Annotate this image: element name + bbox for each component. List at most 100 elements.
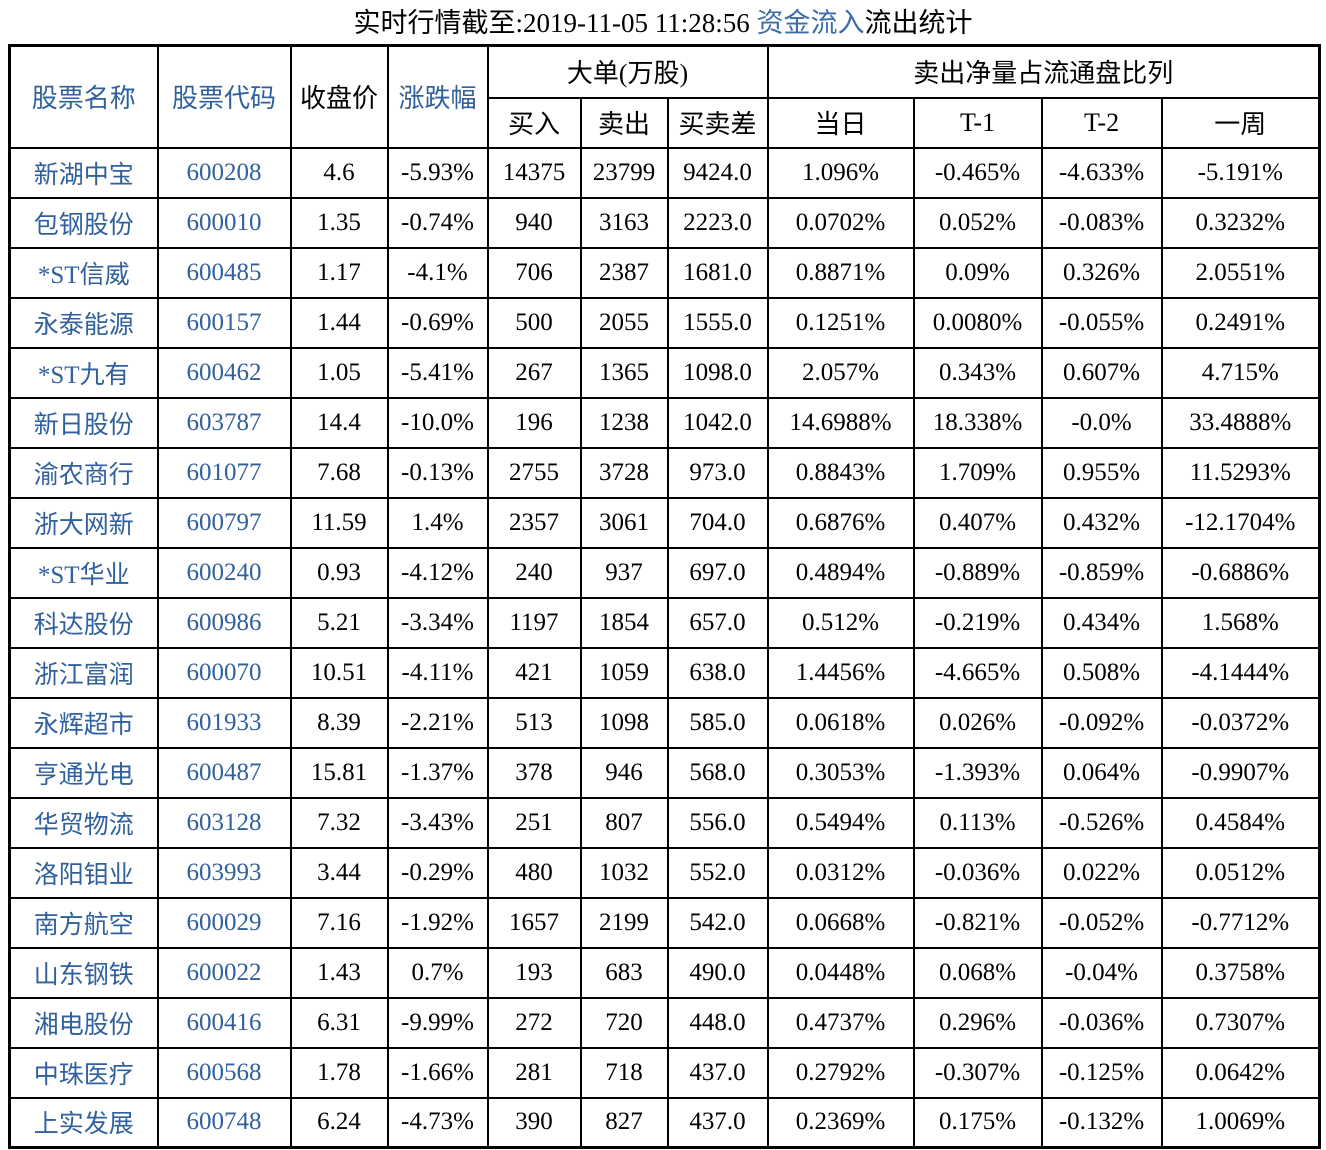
stock-flow-table: 股票名称 股票代码 收盘价 涨跌幅 大单(万股) 卖出净量占流通盘比列 买入 卖… bbox=[8, 44, 1322, 1149]
buy-volume-cell: 421 bbox=[486, 646, 582, 699]
col-header-t1: T-1 bbox=[912, 96, 1043, 149]
group-header-big-orders: 大单(万股) bbox=[486, 44, 769, 99]
close-price-cell: 1.78 bbox=[289, 1046, 389, 1099]
group-header-row: 股票名称 股票代码 收盘价 涨跌幅 大单(万股) 卖出净量占流通盘比列 bbox=[8, 44, 1321, 149]
stock-code-cell: 600986 bbox=[156, 596, 292, 649]
table-row: 湘电股份 600416 6.31 -9.99% 272 720 448.0 0.… bbox=[8, 996, 1321, 1049]
stock-code-cell: 600568 bbox=[156, 1046, 292, 1099]
sell-volume-cell: 807 bbox=[579, 796, 669, 849]
close-price-cell: 14.4 bbox=[289, 396, 389, 449]
week-ratio-cell: 33.4888% bbox=[1160, 396, 1321, 449]
close-price-cell: 1.35 bbox=[289, 196, 389, 249]
sell-volume-cell: 3061 bbox=[579, 496, 669, 549]
t2-ratio-cell: -0.125% bbox=[1040, 1046, 1163, 1099]
sell-volume-cell: 946 bbox=[579, 746, 669, 799]
change-pct-cell: -5.93% bbox=[386, 146, 489, 199]
day-ratio-cell: 0.6876% bbox=[766, 496, 915, 549]
sell-volume-cell: 1059 bbox=[579, 646, 669, 699]
t1-ratio-cell: 0.175% bbox=[912, 1096, 1043, 1149]
close-price-cell: 7.32 bbox=[289, 796, 389, 849]
col-header-close-price: 收盘价 bbox=[289, 44, 389, 149]
buy-sell-diff-cell: 1098.0 bbox=[666, 346, 769, 399]
stock-name-cell: 中珠医疗 bbox=[8, 1046, 159, 1099]
week-ratio-cell: 0.7307% bbox=[1160, 996, 1321, 1049]
stock-name-cell: 上实发展 bbox=[8, 1096, 159, 1149]
day-ratio-cell: 2.057% bbox=[766, 346, 915, 399]
week-ratio-cell: 4.715% bbox=[1160, 346, 1321, 399]
t2-ratio-cell: 0.607% bbox=[1040, 346, 1163, 399]
t2-ratio-cell: 0.326% bbox=[1040, 246, 1163, 299]
stock-code-cell: 600416 bbox=[156, 996, 292, 1049]
table-row: 浙大网新 600797 11.59 1.4% 2357 3061 704.0 0… bbox=[8, 496, 1321, 549]
close-price-cell: 3.44 bbox=[289, 846, 389, 899]
table-body: 新湖中宝 600208 4.6 -5.93% 14375 23799 9424.… bbox=[8, 146, 1321, 1149]
sell-volume-cell: 683 bbox=[579, 946, 669, 999]
week-ratio-cell: 1.0069% bbox=[1160, 1096, 1321, 1149]
t1-ratio-cell: 1.709% bbox=[912, 446, 1043, 499]
t1-ratio-cell: -1.393% bbox=[912, 746, 1043, 799]
day-ratio-cell: 0.0668% bbox=[766, 896, 915, 949]
table-row: 洛阳钼业 603993 3.44 -0.29% 480 1032 552.0 0… bbox=[8, 846, 1321, 899]
stock-code-cell: 601077 bbox=[156, 446, 292, 499]
t2-ratio-cell: -0.0% bbox=[1040, 396, 1163, 449]
day-ratio-cell: 0.4737% bbox=[766, 996, 915, 1049]
stock-code-cell: 601933 bbox=[156, 696, 292, 749]
stock-code-cell: 600022 bbox=[156, 946, 292, 999]
change-pct-cell: -1.66% bbox=[386, 1046, 489, 1099]
table-row: *ST九有 600462 1.05 -5.41% 267 1365 1098.0… bbox=[8, 346, 1321, 399]
day-ratio-cell: 0.0702% bbox=[766, 196, 915, 249]
close-price-cell: 8.39 bbox=[289, 696, 389, 749]
col-header-sell: 卖出 bbox=[579, 96, 669, 149]
close-price-cell: 7.16 bbox=[289, 896, 389, 949]
sell-volume-cell: 1098 bbox=[579, 696, 669, 749]
group-header-sell-net-ratio: 卖出净量占流通盘比列 bbox=[766, 44, 1321, 99]
buy-sell-diff-cell: 2223.0 bbox=[666, 196, 769, 249]
day-ratio-cell: 0.8871% bbox=[766, 246, 915, 299]
close-price-cell: 10.51 bbox=[289, 646, 389, 699]
stock-name-cell: 科达股份 bbox=[8, 596, 159, 649]
close-price-cell: 11.59 bbox=[289, 496, 389, 549]
buy-sell-diff-cell: 657.0 bbox=[666, 596, 769, 649]
week-ratio-cell: 0.3758% bbox=[1160, 946, 1321, 999]
sell-volume-cell: 937 bbox=[579, 546, 669, 599]
t2-ratio-cell: -0.132% bbox=[1040, 1096, 1163, 1149]
t1-ratio-cell: 0.068% bbox=[912, 946, 1043, 999]
close-price-cell: 0.93 bbox=[289, 546, 389, 599]
close-price-cell: 4.6 bbox=[289, 146, 389, 199]
buy-volume-cell: 196 bbox=[486, 396, 582, 449]
sell-volume-cell: 2055 bbox=[579, 296, 669, 349]
t2-ratio-cell: -0.036% bbox=[1040, 996, 1163, 1049]
stock-code-cell: 603787 bbox=[156, 396, 292, 449]
sell-volume-cell: 720 bbox=[579, 996, 669, 1049]
day-ratio-cell: 0.0312% bbox=[766, 846, 915, 899]
stock-name-cell: 山东钢铁 bbox=[8, 946, 159, 999]
buy-volume-cell: 267 bbox=[486, 346, 582, 399]
t2-ratio-cell: 0.955% bbox=[1040, 446, 1163, 499]
stock-code-cell: 600157 bbox=[156, 296, 292, 349]
stock-name-cell: *ST信威 bbox=[8, 246, 159, 299]
table-row: 永辉超市 601933 8.39 -2.21% 513 1098 585.0 0… bbox=[8, 696, 1321, 749]
table-row: 包钢股份 600010 1.35 -0.74% 940 3163 2223.0 … bbox=[8, 196, 1321, 249]
change-pct-cell: -4.12% bbox=[386, 546, 489, 599]
stock-name-cell: 包钢股份 bbox=[8, 196, 159, 249]
buy-volume-cell: 378 bbox=[486, 746, 582, 799]
change-pct-cell: -1.37% bbox=[386, 746, 489, 799]
title-highlight: 资金流入 bbox=[756, 8, 865, 38]
stock-code-cell: 600070 bbox=[156, 646, 292, 699]
table-row: 新湖中宝 600208 4.6 -5.93% 14375 23799 9424.… bbox=[8, 146, 1321, 199]
week-ratio-cell: -0.7712% bbox=[1160, 896, 1321, 949]
sell-volume-cell: 2387 bbox=[579, 246, 669, 299]
buy-sell-diff-cell: 638.0 bbox=[666, 646, 769, 699]
t1-ratio-cell: -0.219% bbox=[912, 596, 1043, 649]
t2-ratio-cell: 0.432% bbox=[1040, 496, 1163, 549]
stock-name-cell: 渝农商行 bbox=[8, 446, 159, 499]
week-ratio-cell: -4.1444% bbox=[1160, 646, 1321, 699]
day-ratio-cell: 14.6988% bbox=[766, 396, 915, 449]
sell-volume-cell: 1238 bbox=[579, 396, 669, 449]
buy-volume-cell: 14375 bbox=[486, 146, 582, 199]
stock-name-cell: 亨通光电 bbox=[8, 746, 159, 799]
t1-ratio-cell: -0.889% bbox=[912, 546, 1043, 599]
change-pct-cell: 0.7% bbox=[386, 946, 489, 999]
stock-code-cell: 600029 bbox=[156, 896, 292, 949]
